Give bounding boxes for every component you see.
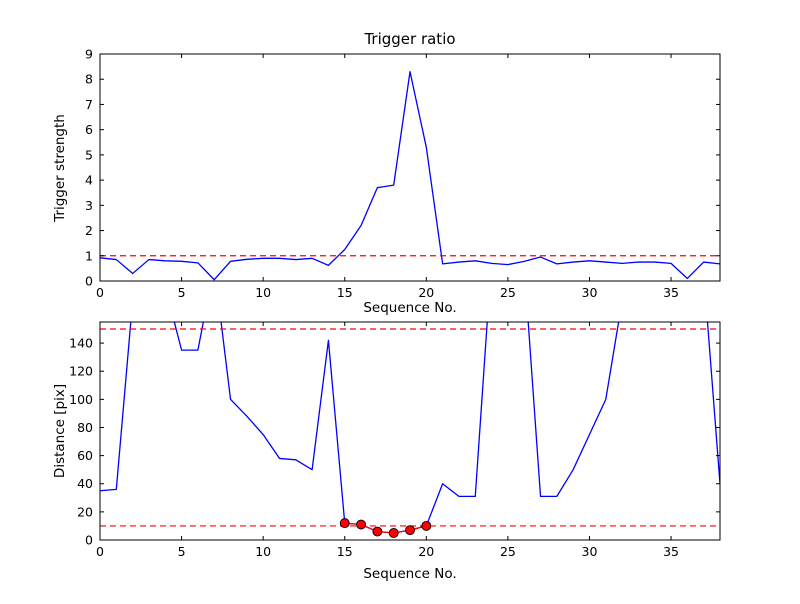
x-tick-label: 5	[178, 285, 186, 300]
top-y-axis-label: Trigger strength	[52, 114, 68, 223]
y-tick-label: 80	[77, 420, 93, 435]
data-point-marker	[356, 519, 367, 530]
y-tick-label: 120	[69, 364, 93, 379]
data-line	[100, 71, 720, 281]
y-tick-label: 4	[85, 173, 93, 188]
x-tick-label: 10	[255, 285, 271, 300]
axes-spines	[99, 321, 721, 541]
x-tick-label: 10	[255, 544, 271, 559]
x-tick-label: 25	[500, 544, 516, 559]
y-tick-label: 20	[77, 504, 93, 519]
y-tick-label: 0	[85, 533, 93, 548]
y-tick-label: 100	[69, 392, 93, 407]
x-tick-label: 0	[96, 544, 104, 559]
y-tick-label: 1	[85, 248, 93, 263]
y-tick-label: 60	[77, 448, 93, 463]
x-tick-label: 0	[96, 285, 104, 300]
y-tick-label: 2	[85, 223, 93, 238]
y-tick-label: 8	[85, 72, 93, 87]
x-tick-label: 35	[663, 285, 679, 300]
data-point-marker	[388, 528, 399, 538]
y-tick-label: 5	[85, 147, 93, 162]
chart-title: Trigger ratio	[363, 30, 455, 48]
data-line	[100, 322, 720, 534]
bottom-x-axis-label: Sequence No.	[363, 566, 456, 582]
data-point-marker	[421, 520, 432, 531]
y-tick-label: 0	[85, 274, 93, 289]
x-tick-label: 30	[582, 285, 598, 300]
y-tick-label: 40	[77, 476, 93, 491]
axes-spines	[99, 53, 721, 282]
bottom-y-axis-label: Distance [pix]	[52, 384, 68, 478]
y-tick-label: 140	[69, 336, 93, 351]
y-tick-label: 7	[85, 97, 93, 112]
bottom-chart: 0 5 10 15 20 25 30 35 0 20 40 60 80 100 120 140	[69, 321, 721, 559]
top-chart: 0 5 10 15 20 25 30 35 0 1 2 3 4 5 6 7 8 9	[85, 47, 721, 300]
x-tick-label: 20	[418, 544, 434, 559]
x-tick-label: 20	[418, 285, 434, 300]
data-point-marker	[372, 526, 383, 537]
x-tick-label: 15	[337, 544, 353, 559]
y-tick-label: 3	[85, 198, 93, 213]
top-x-axis-label: Sequence No.	[363, 300, 456, 316]
y-tick-label: 6	[85, 122, 93, 137]
x-tick-label: 25	[500, 285, 516, 300]
x-tick-label: 5	[178, 544, 186, 559]
x-tick-label: 15	[337, 285, 353, 300]
x-tick-label: 35	[663, 544, 679, 559]
data-point-marker	[405, 525, 415, 536]
x-tick-label: 30	[582, 544, 598, 559]
data-point-marker	[339, 518, 350, 529]
y-tick-label: 9	[85, 47, 93, 62]
